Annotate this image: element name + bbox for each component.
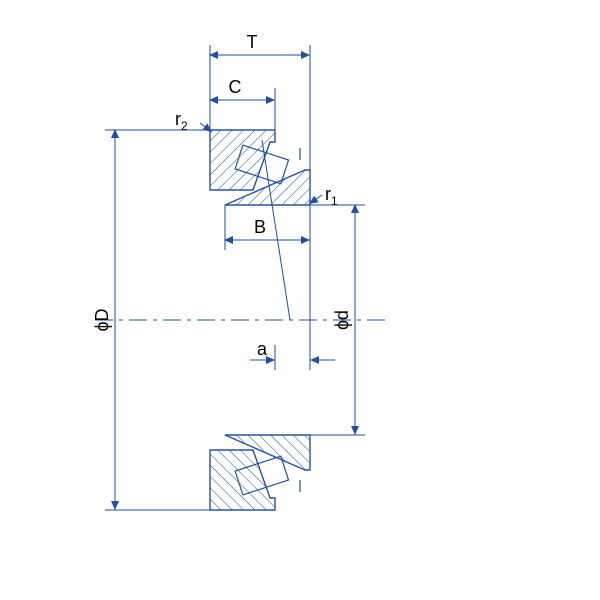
bottom-section	[210, 435, 310, 510]
dimension-lines	[115, 55, 355, 510]
label-T: T	[247, 32, 258, 52]
label-phiD: ɸD	[92, 309, 112, 332]
label-r1: r1	[325, 184, 338, 208]
extension-lines	[105, 45, 365, 510]
bearing-diagram: T C B a r2 r1 ɸD ɸd	[0, 0, 600, 600]
label-B: B	[254, 217, 266, 237]
label-r2: r2	[175, 109, 188, 133]
labels: T C B a r2 r1 ɸD ɸd	[92, 32, 352, 359]
label-a: a	[257, 339, 268, 359]
top-section	[210, 130, 310, 205]
label-C: C	[229, 77, 242, 97]
label-phid: ɸd	[332, 310, 352, 330]
